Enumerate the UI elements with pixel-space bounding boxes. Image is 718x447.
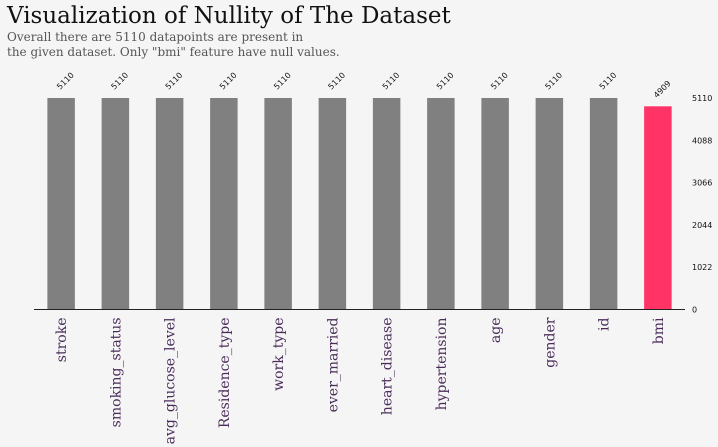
chart-title: Visualization of Nullity of The Dataset bbox=[7, 3, 451, 29]
category-labels-group: stroke smoking_status avg_glucose_level Res… bbox=[54, 317, 667, 444]
category-label-work-type: work_type bbox=[271, 318, 287, 391]
category-label-avg-glucose-level: avg_glucose_level bbox=[163, 317, 179, 444]
value-label-hypertension: 5110 bbox=[435, 71, 456, 92]
value-label-ever-married: 5110 bbox=[326, 71, 347, 92]
bar-gender bbox=[535, 98, 564, 310]
bar-residence-type bbox=[210, 98, 238, 310]
category-label-id: id bbox=[597, 317, 613, 330]
value-label-residence-type: 5110 bbox=[218, 71, 239, 92]
value-label-avg-glucose-level: 5110 bbox=[164, 71, 185, 92]
value-labels-group: 5110 5110 5110 5110 5110 5110 5110 5110 5110 5110… bbox=[55, 71, 673, 100]
bar-heart-disease bbox=[372, 98, 401, 310]
y-tick-label-0: 0 bbox=[692, 306, 697, 315]
bar-age bbox=[481, 98, 509, 310]
category-label-smoking-status: smoking_status bbox=[108, 318, 124, 428]
bar-bmi bbox=[644, 106, 672, 310]
y-tick-label-5110: 5110 bbox=[692, 94, 712, 103]
category-label-heart-disease: heart_disease bbox=[380, 318, 396, 416]
bar-stroke bbox=[47, 98, 75, 310]
category-label-gender: gender bbox=[542, 317, 558, 368]
bar-avg-glucose-level bbox=[155, 98, 184, 310]
category-label-hypertension: hypertension bbox=[434, 318, 450, 411]
y-tick-label-1022: 1022 bbox=[692, 263, 712, 272]
y-tick-label-3066: 3066 bbox=[692, 179, 712, 188]
bar-ever-married bbox=[318, 98, 347, 310]
y-tick-label-2044: 2044 bbox=[692, 221, 712, 230]
category-label-ever-married: ever_married bbox=[325, 317, 341, 412]
value-label-stroke: 5110 bbox=[55, 71, 76, 92]
value-label-id: 5110 bbox=[598, 71, 619, 92]
value-label-gender: 5110 bbox=[543, 71, 564, 92]
bar-work-type bbox=[264, 98, 292, 310]
value-label-smoking-status: 5110 bbox=[109, 71, 130, 92]
bars-group bbox=[47, 98, 672, 310]
value-label-work-type: 5110 bbox=[272, 71, 293, 92]
category-label-residence-type: Residence_type bbox=[217, 318, 233, 429]
category-label-stroke: stroke bbox=[54, 318, 70, 363]
bar-id bbox=[589, 98, 618, 310]
y-axis-right: 0 1022 2044 3066 4088 5110 bbox=[692, 94, 712, 315]
value-label-heart-disease: 5110 bbox=[381, 71, 402, 92]
value-label-age: 5110 bbox=[489, 71, 510, 92]
category-label-bmi: bmi bbox=[651, 317, 667, 344]
bar-hypertension bbox=[427, 98, 455, 310]
y-tick-label-4088: 4088 bbox=[692, 136, 712, 145]
bar-smoking-status bbox=[101, 98, 130, 310]
category-label-age: age bbox=[488, 318, 504, 344]
chart-subtitle: Overall there are 5110 datapoints are pr… bbox=[7, 30, 340, 59]
value-label-bmi: 4909 bbox=[652, 79, 673, 100]
